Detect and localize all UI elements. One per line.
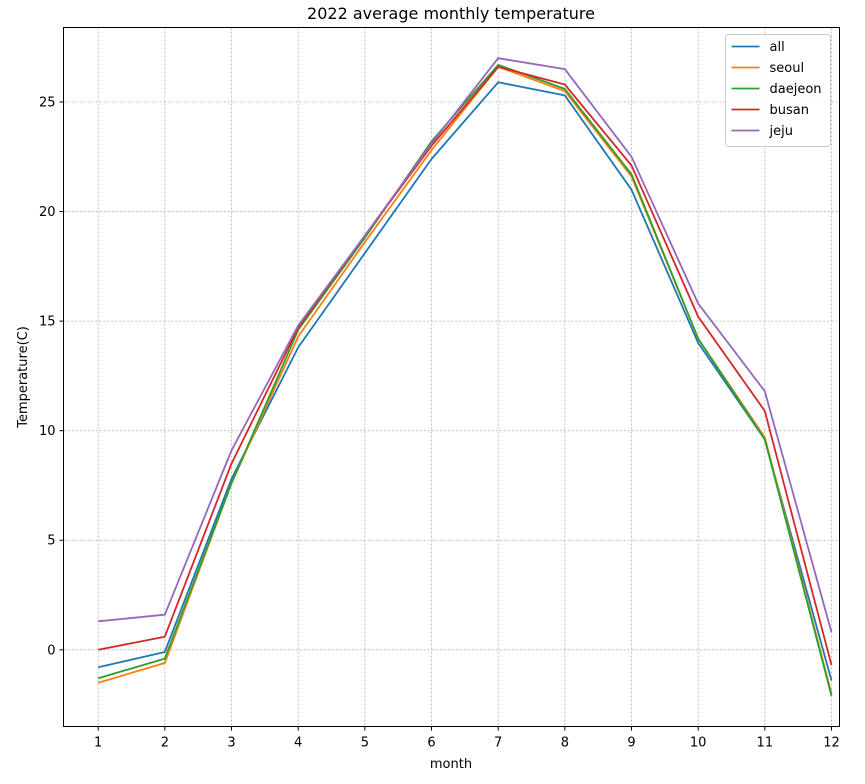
legend-label-daejeon: daejeon [770,82,822,97]
legend-box [725,34,831,147]
legend-label-all: all [770,40,785,55]
series-line-busan [98,66,833,666]
x-tick-label: 2 [161,736,169,751]
x-tick-label: 6 [427,736,435,751]
y-axis: 0 5 10 15 20 25 [39,96,64,658]
x-tick-label: 1 [94,736,102,751]
x-tick-label: 11 [757,736,774,751]
series-line-daejeon [97,63,833,697]
x-tick-label: 4 [294,736,302,751]
series-line-jeju [98,57,833,633]
x-axis-label: month [430,757,472,772]
y-tick-label: 0 [47,643,55,658]
x-tick-label: 5 [361,736,369,751]
grid [63,27,840,727]
plot-frame [63,27,840,727]
y-tick-label: 25 [39,96,56,111]
y-axis-label: Temperature(C) [16,326,31,429]
x-tick-label: 7 [494,736,502,751]
x-tick-label: 3 [227,736,235,751]
x-tick-label: 8 [561,736,569,751]
x-tick-label: 9 [627,736,635,751]
legend-label-jeju: jeju [769,124,793,139]
series-line-seoul [97,66,833,694]
x-tick-label: 12 [823,736,840,751]
x-tick-label: 10 [690,736,707,751]
y-tick-label: 15 [39,315,56,330]
y-tick-label: 20 [39,205,56,220]
chart-title: 2022 average monthly temperature [307,4,595,23]
series-lines [97,57,833,697]
legend: all seoul daejeon busan jeju [725,34,831,147]
legend-label-busan: busan [770,103,809,118]
series-line-all [97,81,833,681]
x-axis: 1 2 3 4 5 6 7 8 9 10 11 12 [94,726,840,751]
y-tick-label: 5 [47,534,55,549]
y-tick-label: 10 [39,424,56,439]
legend-label-seoul: seoul [770,61,805,76]
